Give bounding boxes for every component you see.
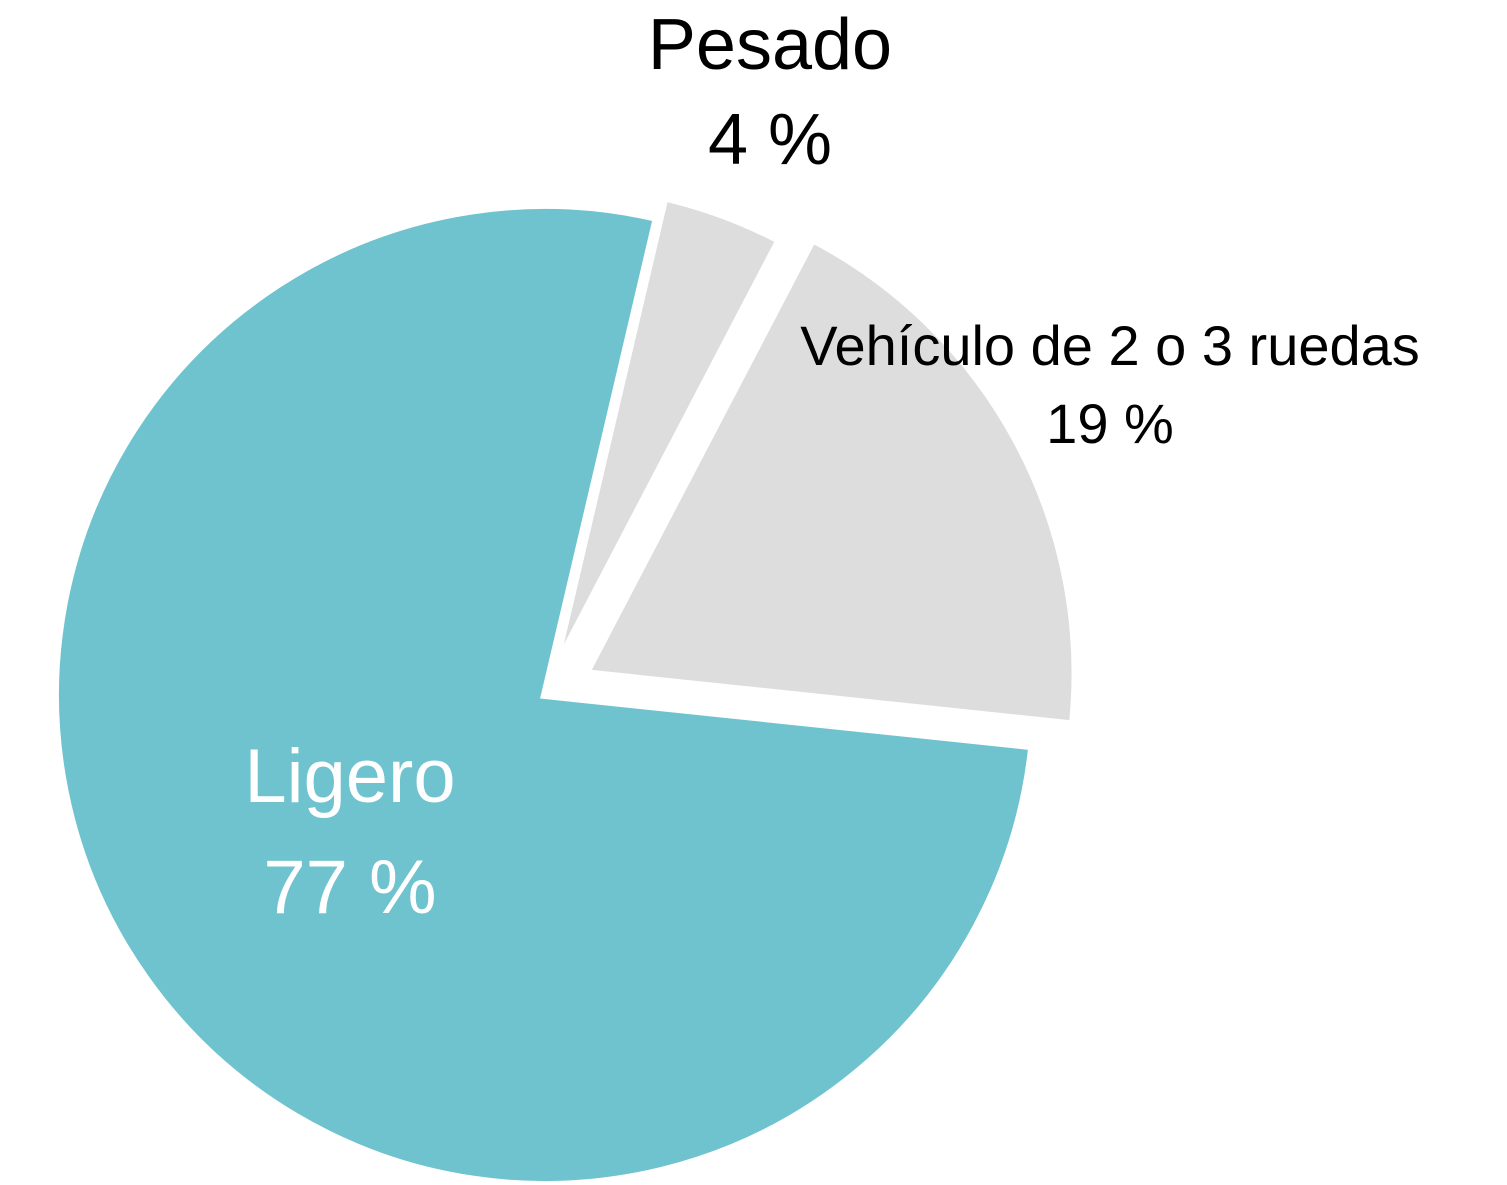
pie-slice	[51, 201, 1037, 1185]
slice-label: Vehículo de 2 o 3 ruedas	[800, 314, 1420, 377]
slice-label: Pesado	[648, 5, 892, 85]
pie-slice	[579, 233, 1080, 729]
pie-slice	[548, 192, 786, 677]
slice-label: Ligero	[244, 734, 455, 819]
slice-value-label: 4 %	[708, 100, 832, 180]
slice-value-label: 77 %	[263, 845, 436, 930]
slice-value-label: 19 %	[1046, 392, 1174, 455]
